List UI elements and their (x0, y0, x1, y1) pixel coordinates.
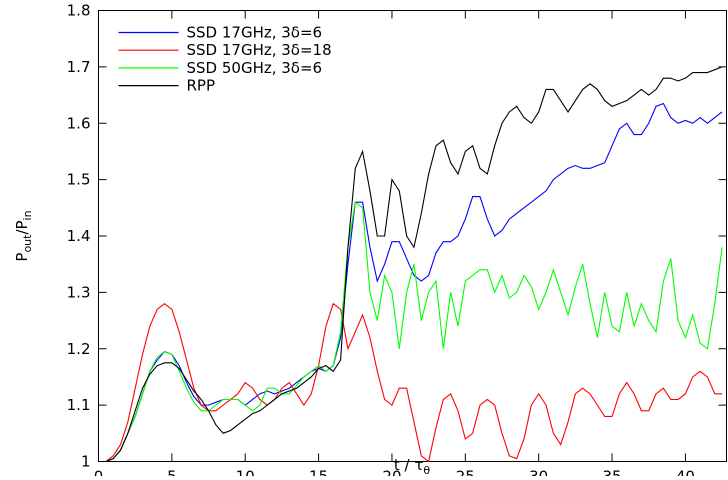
x-tick-label: 15 (309, 468, 328, 477)
x-tick-label: 25 (456, 468, 475, 477)
x-tick-label: 5 (167, 468, 177, 477)
y-tick-label: 1.7 (67, 58, 91, 76)
y-tick-label: 1.4 (67, 227, 91, 245)
y-tick-label: 1.8 (67, 2, 91, 20)
y-tick-label: 1.6 (67, 114, 91, 132)
x-label-main: t / τ (394, 456, 424, 474)
y-label-sub: out (21, 234, 34, 253)
y-tick-label: 1.2 (67, 340, 91, 358)
series-line (98, 66, 723, 462)
x-label-sub: θ (423, 464, 430, 476)
series-line (98, 201, 723, 462)
plot-lines (98, 66, 723, 462)
series-line (98, 102, 723, 462)
legend-label: RPP (187, 77, 216, 95)
x-tick-label: 40 (676, 468, 695, 477)
y-tick-label: 1 (81, 453, 91, 471)
x-axis-label: t / τθ (394, 456, 431, 476)
y-label-part: /P (13, 220, 31, 234)
y-label-part: P (13, 253, 31, 262)
legend-label: SSD 17GHz, 3δ=6 (187, 24, 323, 42)
x-tick-label: 30 (529, 468, 548, 477)
x-tick-label: 35 (603, 468, 622, 477)
series-line (98, 302, 723, 462)
y-tick-label: 1.5 (67, 171, 91, 189)
legend-label: SSD 17GHz, 3δ=18 (187, 41, 332, 59)
y-label-sub: in (21, 210, 34, 220)
legend-label: SSD 50GHz, 3δ=6 (187, 59, 323, 77)
y-tick-label: 1.3 (67, 283, 91, 301)
x-tick-label: 10 (236, 468, 255, 477)
y-tick-label: 1.1 (67, 396, 91, 414)
x-tick-label: 0 (94, 468, 104, 477)
x-tick-label: 20 (382, 468, 401, 477)
y-axis-label: Pout/Pin (13, 210, 34, 261)
